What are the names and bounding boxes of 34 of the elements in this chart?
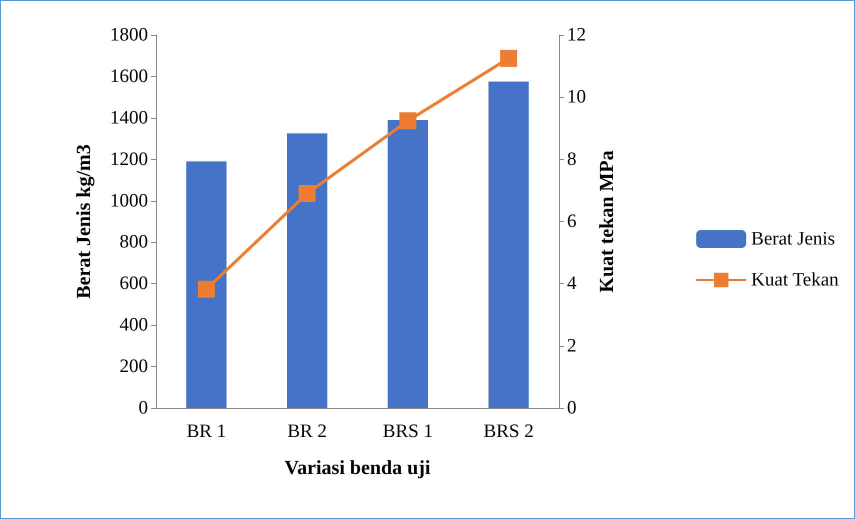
y-tick-label: 1000 bbox=[110, 190, 148, 212]
y2-axis-title: Kuat tekan MPa bbox=[596, 150, 618, 293]
y-tick-label: 800 bbox=[120, 232, 148, 253]
y-tick-label: 600 bbox=[120, 273, 148, 294]
x-tick-label: BRS 1 bbox=[382, 421, 433, 442]
y2-tick-label: 10 bbox=[567, 86, 586, 108]
x-tick-label: BR 2 bbox=[287, 421, 327, 442]
y-axis-title: Berat Jenis kg/m3 bbox=[73, 144, 95, 299]
y2-tick-label: 2 bbox=[567, 335, 576, 356]
x-tick-label: BR 1 bbox=[186, 421, 226, 442]
y-tick-label: 0 bbox=[138, 398, 148, 418]
point bbox=[500, 50, 518, 67]
legend-label: Berat Jenis bbox=[751, 228, 836, 250]
y-tick-label: 200 bbox=[120, 356, 148, 378]
bar bbox=[286, 133, 328, 408]
y-tick-label: 1200 bbox=[110, 148, 148, 170]
y-tick-label: 1800 bbox=[110, 24, 148, 46]
bar bbox=[388, 120, 428, 408]
point bbox=[399, 112, 416, 130]
y-tick-label: 1600 bbox=[110, 66, 148, 87]
x-tick-label: BRS 2 bbox=[484, 421, 534, 442]
bar bbox=[186, 161, 227, 408]
y2-tick-label: 0 bbox=[567, 398, 576, 418]
y-tick-label: 400 bbox=[120, 314, 148, 336]
x-axis-title: Variasi benda uji bbox=[284, 457, 431, 479]
y2-tick-label: 4 bbox=[567, 273, 577, 294]
y2-tick-label: 6 bbox=[567, 211, 576, 232]
point bbox=[198, 280, 215, 298]
y-tick-label: 1400 bbox=[110, 107, 148, 128]
bar bbox=[488, 82, 529, 408]
y2-tick-label: 8 bbox=[567, 148, 576, 170]
legend-label: Kuat Tekan bbox=[751, 270, 840, 290]
y2-tick-label: 12 bbox=[567, 24, 586, 46]
point bbox=[298, 185, 316, 202]
